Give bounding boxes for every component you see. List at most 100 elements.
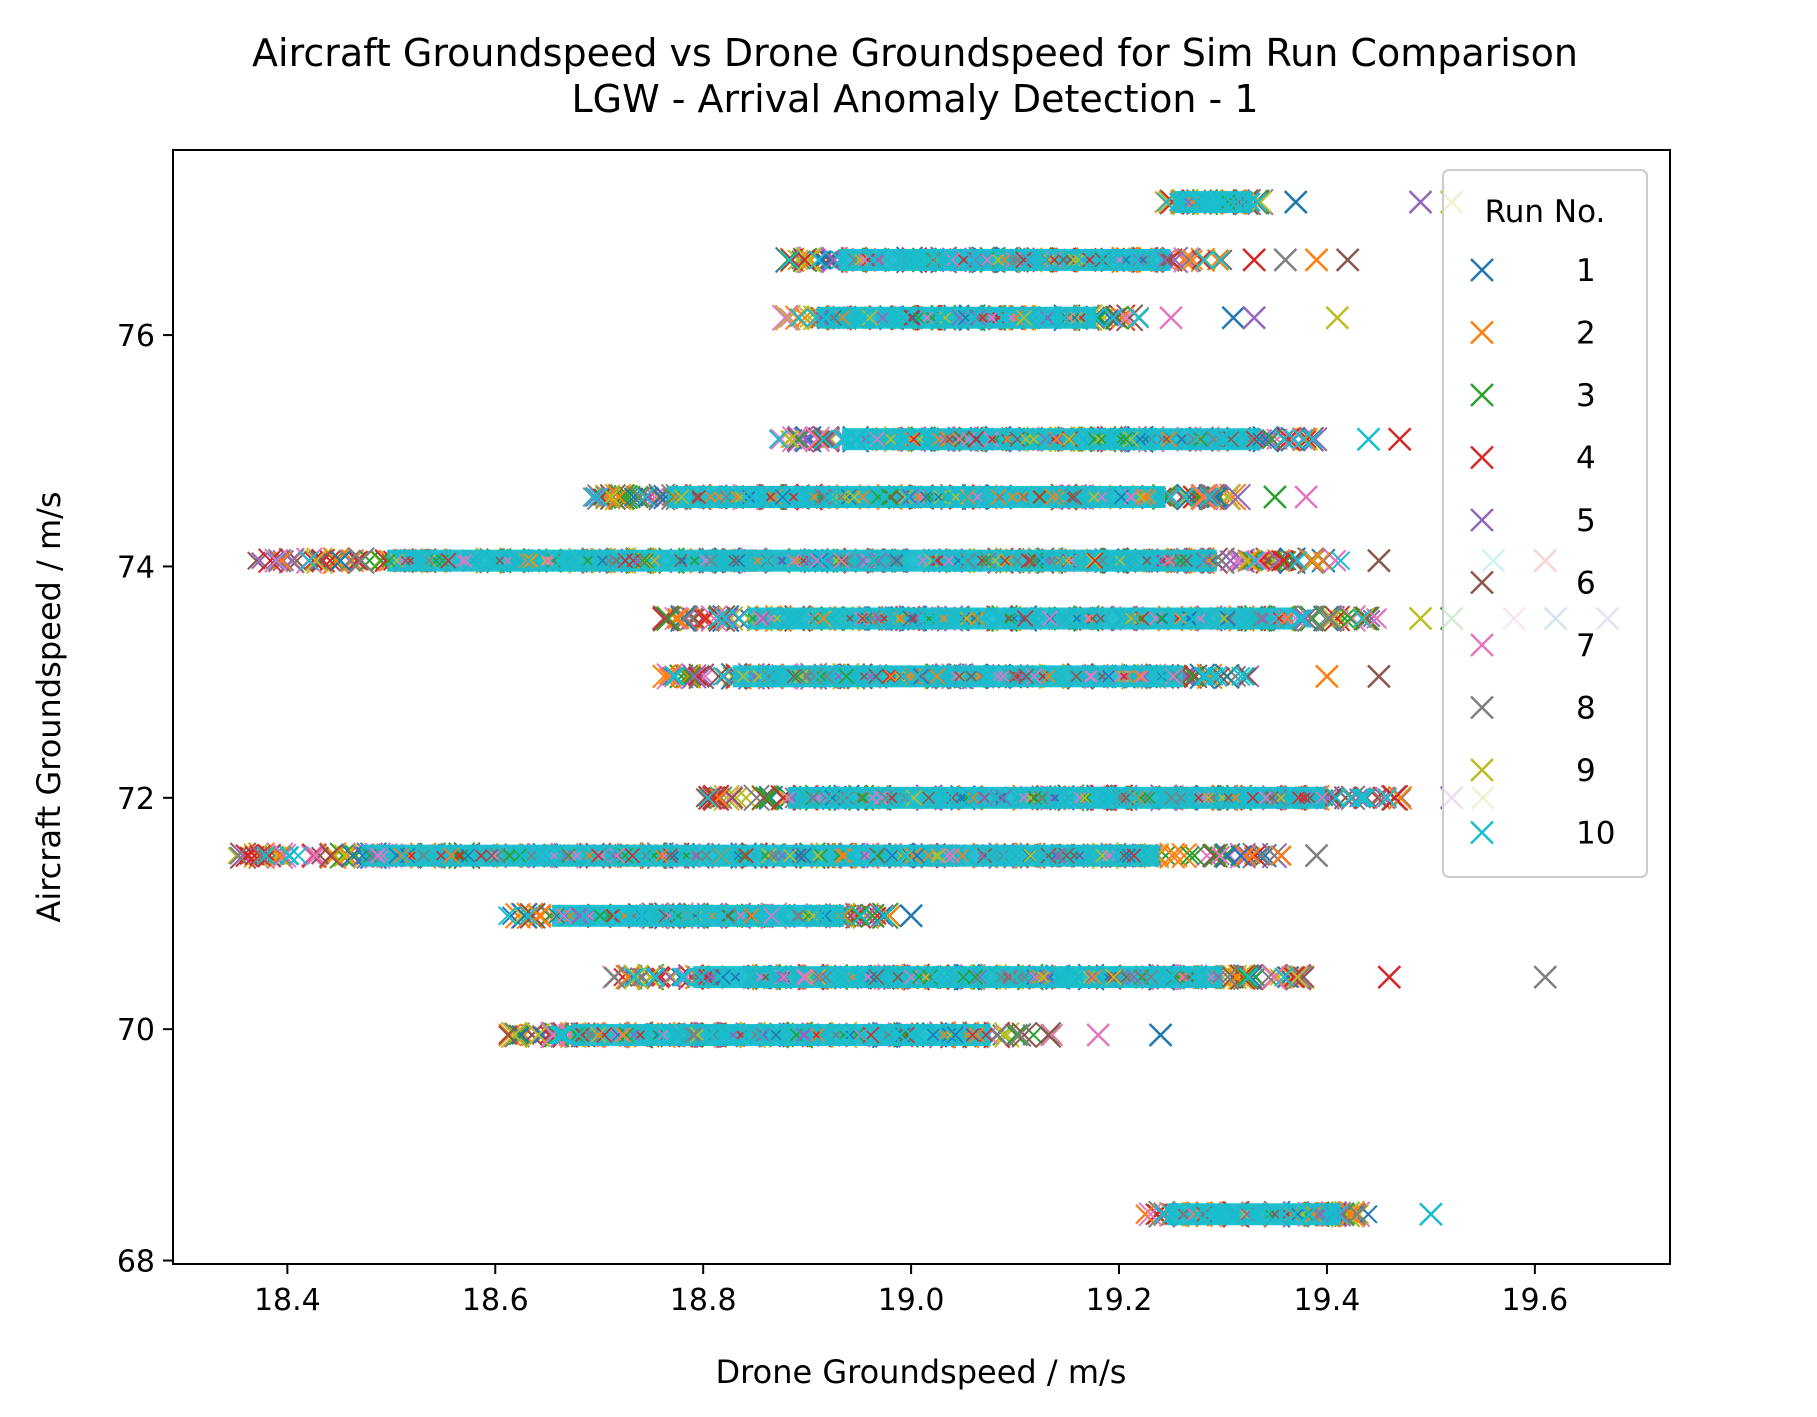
x-axis: 18.4 18.6 18.8 19.0 19.2 19.4 19.6 (254, 1264, 1568, 1318)
legend-label: 5 (1576, 503, 1596, 539)
data-point (847, 252, 862, 267)
series-band (498, 902, 923, 930)
data-point (964, 308, 984, 328)
legend-label: 6 (1576, 566, 1596, 602)
data-point (1226, 192, 1247, 212)
data-point (861, 253, 875, 267)
data-point (810, 429, 829, 449)
x-axis-label: Drone Groundspeed / m/s (716, 1353, 1127, 1391)
series-band (1135, 1200, 1443, 1228)
data-point (808, 250, 829, 270)
data-point (893, 308, 914, 328)
x-tick-label: 19.6 (1501, 1283, 1568, 1318)
data-point (1062, 432, 1076, 446)
data-point (1117, 308, 1135, 327)
data-point (1303, 551, 1323, 571)
data-point (799, 307, 820, 328)
data-point (1032, 308, 1052, 328)
x-tick-label: 19.2 (1086, 1283, 1153, 1318)
data-point-outlier (1377, 965, 1402, 989)
data-point (1266, 428, 1288, 451)
data-point (1298, 547, 1325, 574)
x-tick-label: 18.6 (462, 1283, 529, 1318)
data-point (963, 250, 983, 270)
data-point (1162, 435, 1171, 444)
y-tick-label: 68 (117, 1245, 155, 1280)
data-point (1247, 192, 1268, 212)
data-point (1115, 256, 1124, 264)
data-point (1040, 310, 1054, 325)
data-point (1194, 435, 1203, 443)
data-point (1121, 255, 1131, 265)
data-point (1139, 256, 1147, 264)
data-point (1204, 192, 1224, 212)
data-point (779, 250, 800, 270)
data-point (1298, 426, 1325, 452)
data-point (953, 431, 970, 447)
data-point (903, 309, 920, 326)
data-point-outlier (1263, 485, 1287, 509)
data-point (1211, 250, 1231, 270)
data-point (1122, 430, 1140, 448)
data-point (1054, 308, 1074, 328)
data-point (981, 313, 990, 322)
data-point (247, 551, 266, 570)
legend-label: 1 (1576, 253, 1596, 289)
data-point (811, 309, 829, 326)
data-point (945, 435, 954, 444)
data-point (1106, 307, 1126, 328)
y-tick-label: 70 (117, 1013, 155, 1048)
data-point (967, 430, 985, 448)
data-point (1015, 309, 1033, 326)
data-point-outlier (899, 903, 923, 928)
data-point (1168, 192, 1189, 212)
data-point (929, 250, 950, 270)
series-band (695, 784, 1495, 812)
data-point (1191, 250, 1212, 270)
data-point (806, 308, 826, 328)
data-point (789, 308, 809, 328)
data-point-outlier (1335, 248, 1360, 272)
data-point (778, 249, 799, 271)
chart-subtitle: LGW - Arrival Anomaly Detection - 1 (571, 77, 1258, 121)
x-tick-label: 18.8 (670, 1283, 737, 1318)
data-point (1160, 253, 1174, 267)
data-point (992, 308, 1013, 328)
data-point (938, 432, 953, 446)
data-point (1160, 431, 1177, 448)
data-point-outlier (1304, 248, 1329, 272)
data-point (852, 308, 872, 328)
data-point (985, 311, 998, 324)
chart-title: Aircraft Groundspeed vs Drone Groundspee… (252, 31, 1578, 75)
data-point (1201, 192, 1221, 212)
data-point (1240, 192, 1261, 212)
x-tick-label: 19.0 (878, 1283, 945, 1318)
data-point (1034, 1021, 1062, 1049)
data-point (1096, 433, 1107, 445)
data-point-outlier (1221, 305, 1246, 330)
data-point (860, 903, 885, 928)
y-axis: 68 70 72 74 76 (117, 319, 173, 1280)
data-point (929, 308, 950, 328)
data-point (1211, 192, 1231, 212)
data-point (1072, 250, 1092, 270)
data-point (1245, 430, 1263, 448)
data-point (927, 252, 942, 267)
data-point (915, 435, 924, 443)
data-point-outlier (1325, 305, 1350, 330)
data-point-outlier (1159, 305, 1183, 330)
data-point (498, 906, 518, 926)
data-point-core (842, 428, 1261, 451)
data-point (1040, 1023, 1064, 1047)
data-point (322, 546, 350, 575)
data-point (768, 429, 789, 449)
data-point (811, 429, 831, 449)
data-point-core (788, 786, 1326, 809)
data-point (859, 434, 870, 445)
data-point (1095, 252, 1110, 267)
data-point-outlier (1086, 1023, 1111, 1047)
data-point (969, 309, 986, 326)
data-point (1141, 435, 1150, 444)
data-point (1073, 254, 1085, 266)
